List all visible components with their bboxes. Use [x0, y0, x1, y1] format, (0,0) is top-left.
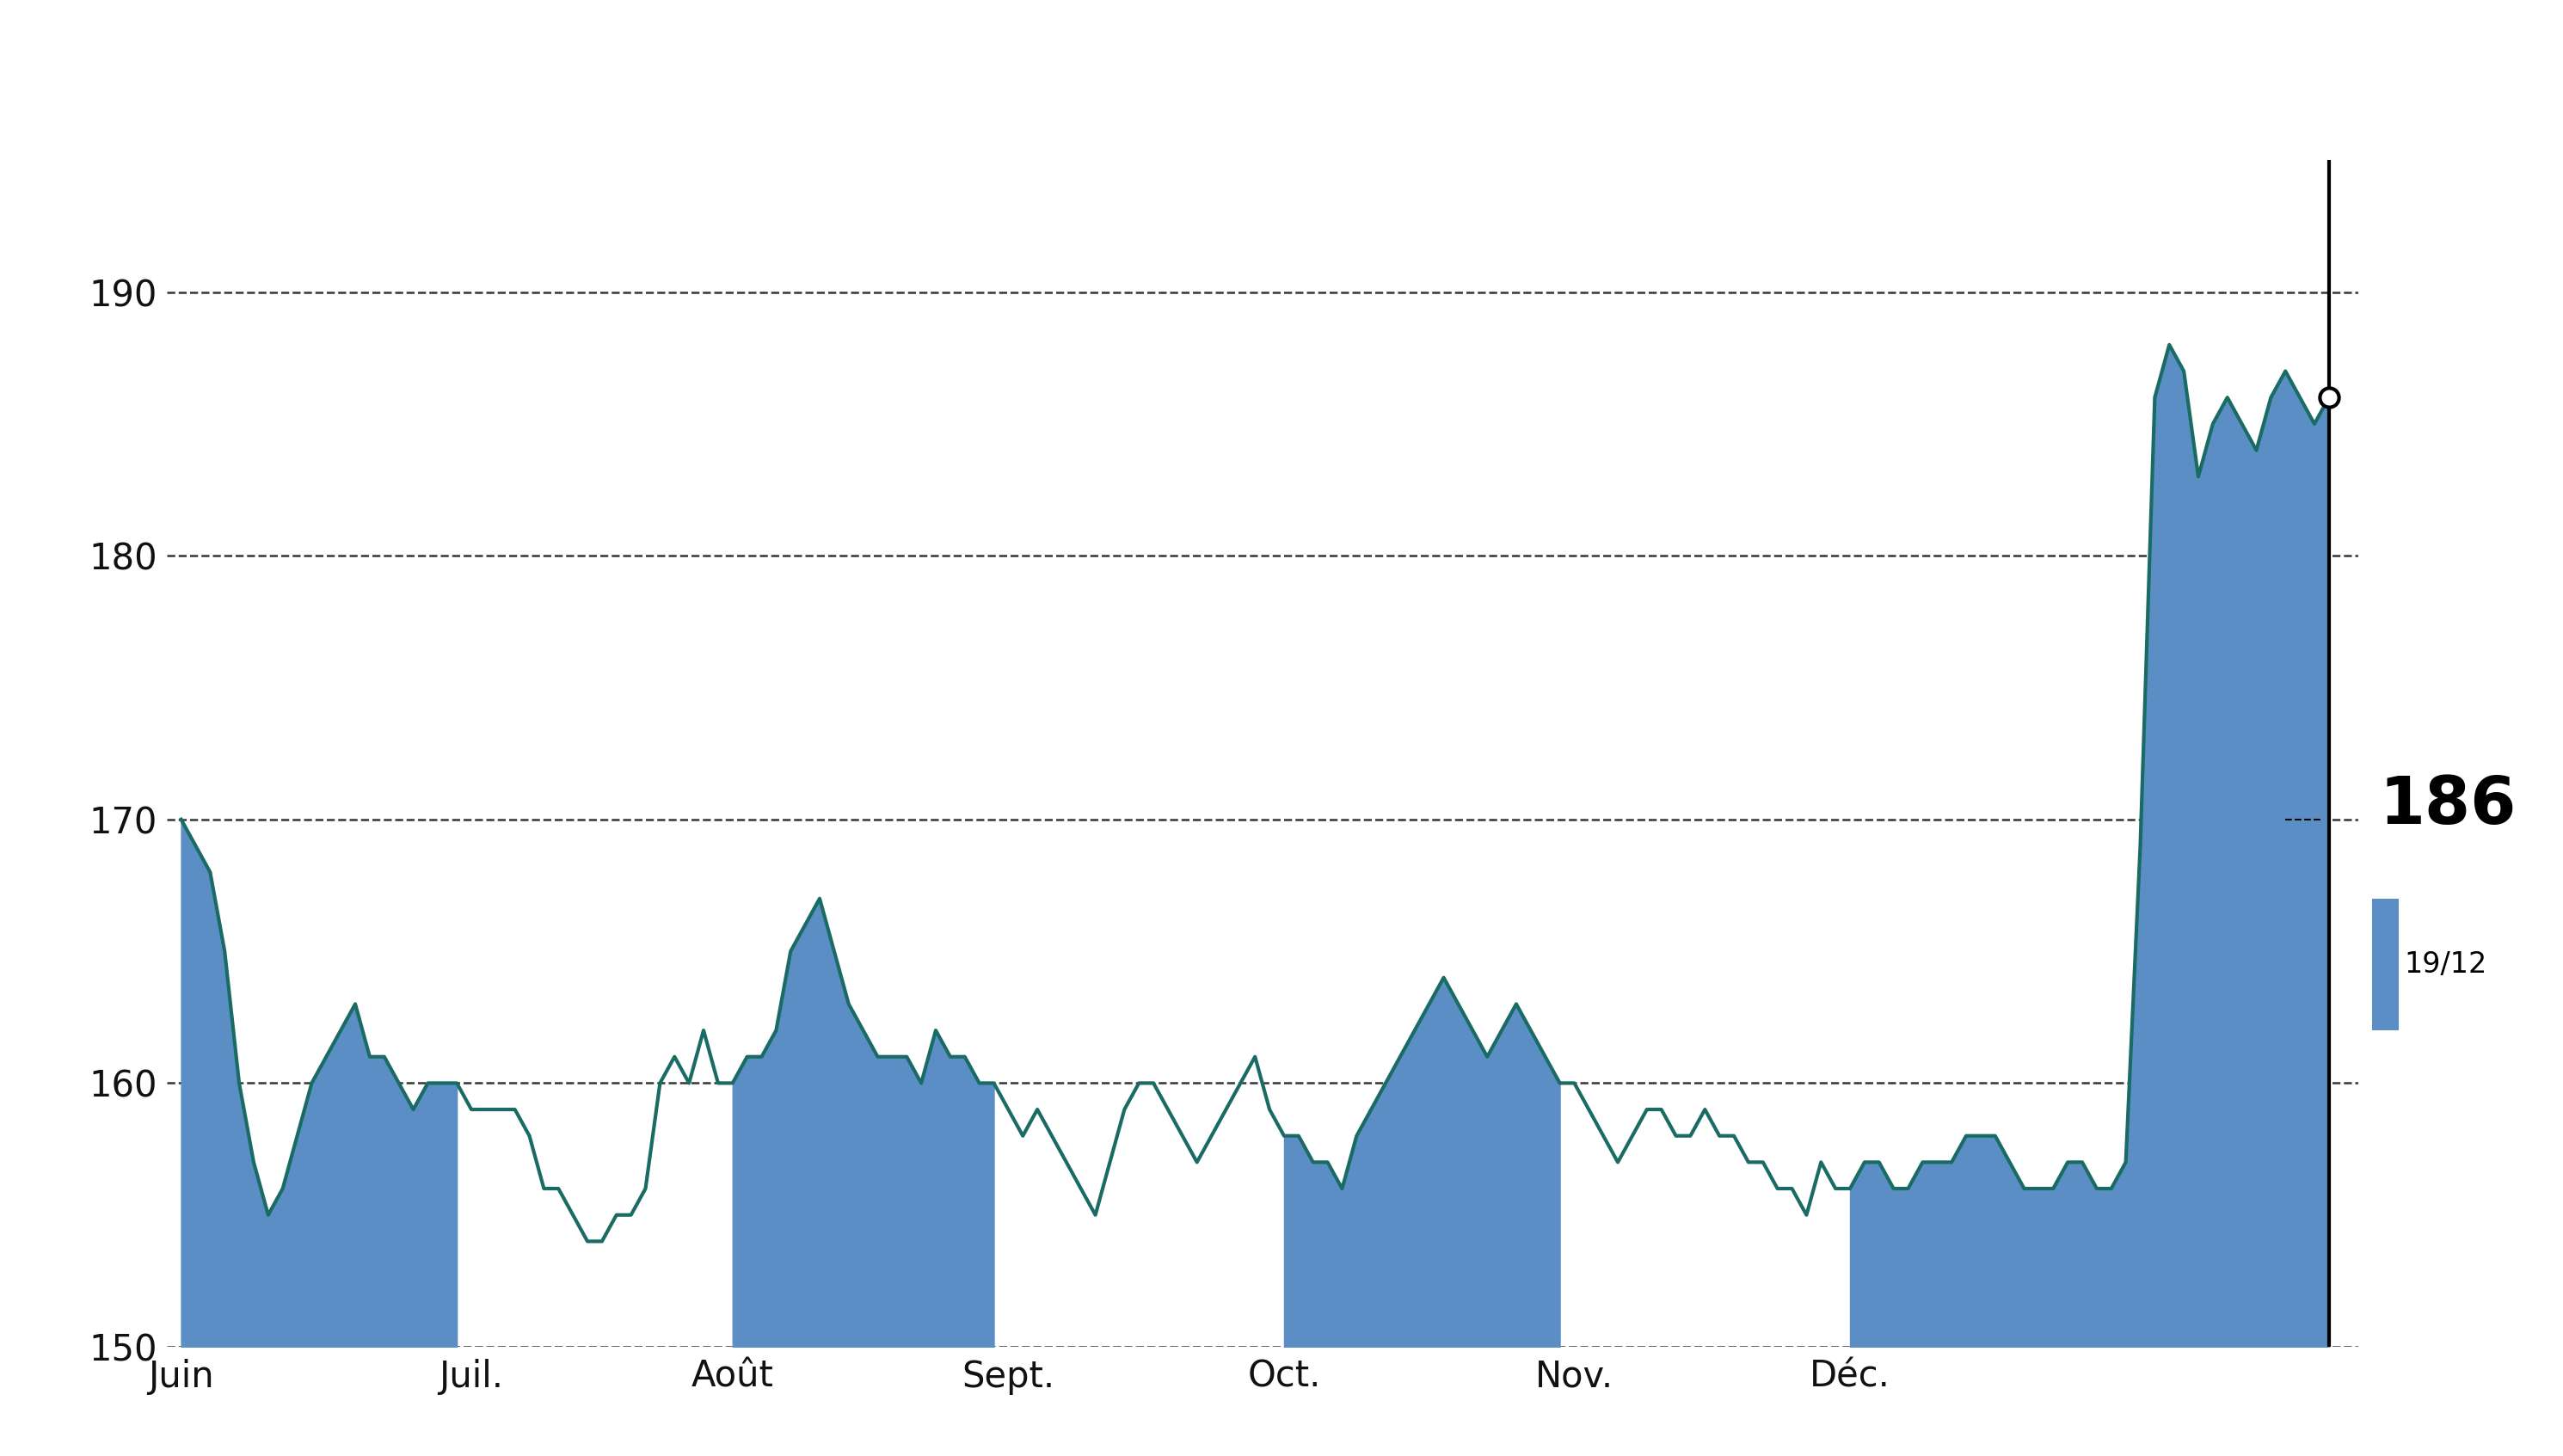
Text: TotalEnergiesGabon: TotalEnergiesGabon: [743, 23, 1820, 115]
Text: 19/12: 19/12: [2404, 951, 2486, 978]
FancyBboxPatch shape: [2373, 898, 2399, 1031]
Text: 186: 186: [2378, 775, 2517, 839]
